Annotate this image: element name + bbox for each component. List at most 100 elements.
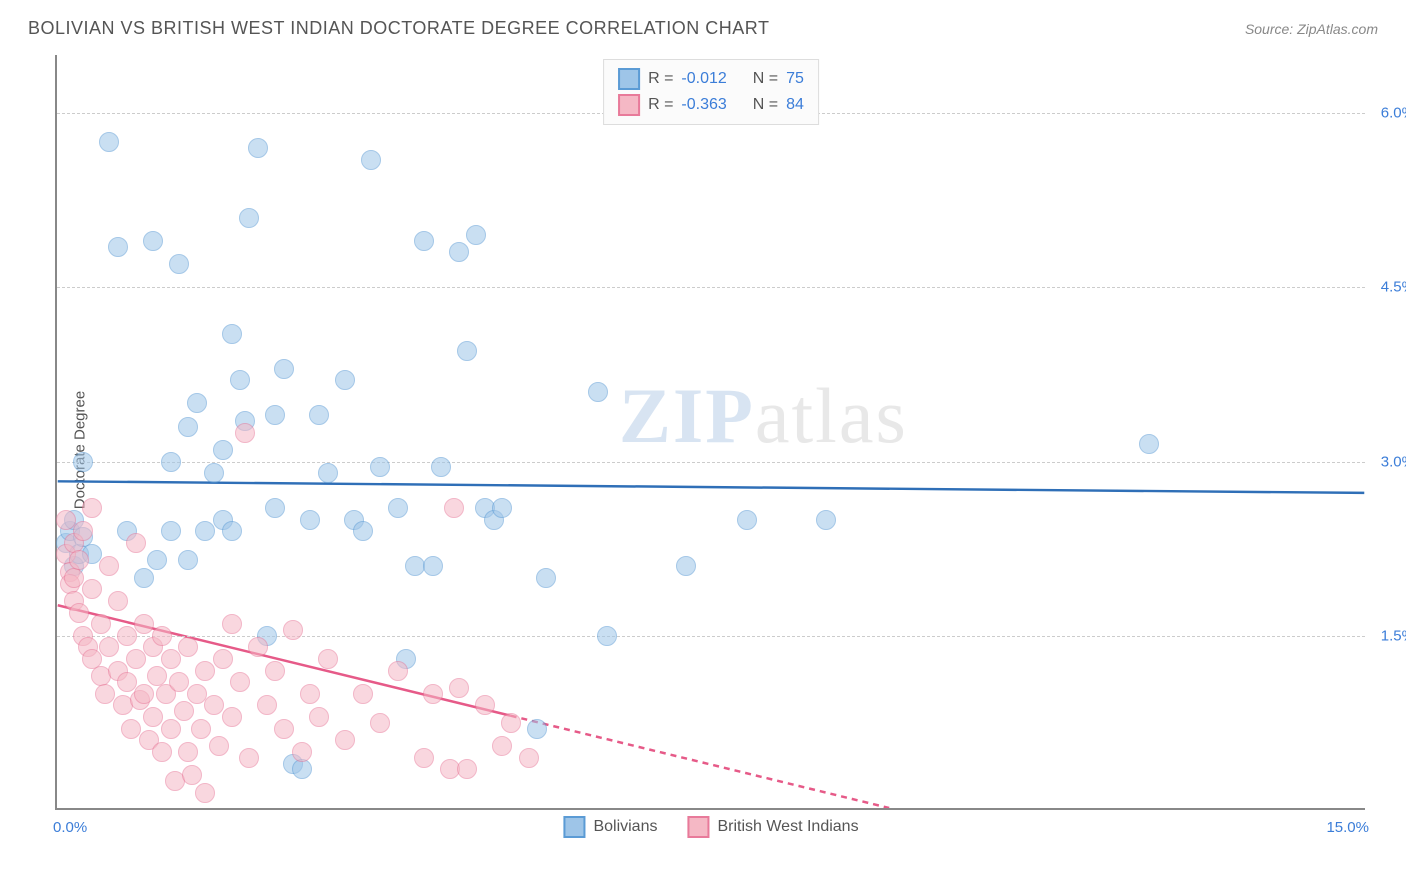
data-point [353, 684, 373, 704]
data-point [414, 231, 434, 251]
data-point [318, 649, 338, 669]
data-point [161, 719, 181, 739]
watermark-zip: ZIP [619, 372, 755, 459]
gridline [57, 287, 1365, 288]
data-point [64, 568, 84, 588]
data-point [309, 405, 329, 425]
data-point [178, 637, 198, 657]
data-point [309, 707, 329, 727]
data-point [204, 463, 224, 483]
data-point [257, 695, 277, 715]
r-label: R = [648, 70, 673, 88]
source-attribution: Source: ZipAtlas.com [1245, 21, 1378, 37]
data-point [248, 138, 268, 158]
swatch-bwi [687, 816, 709, 838]
y-tick-label: 3.0% [1370, 453, 1406, 470]
data-point [423, 684, 443, 704]
data-point [283, 620, 303, 640]
data-point [449, 242, 469, 262]
chart-title: BOLIVIAN VS BRITISH WEST INDIAN DOCTORAT… [28, 18, 769, 39]
data-point [99, 132, 119, 152]
data-point [73, 521, 93, 541]
data-point [213, 649, 233, 669]
data-point [222, 324, 242, 344]
data-point [169, 254, 189, 274]
data-point [56, 510, 76, 530]
data-point [195, 521, 215, 541]
data-point [91, 614, 111, 634]
data-point [457, 341, 477, 361]
gridline [57, 636, 1365, 637]
data-point [816, 510, 836, 530]
data-point [527, 719, 547, 739]
data-point [187, 393, 207, 413]
data-point [108, 591, 128, 611]
data-point [519, 748, 539, 768]
data-point [182, 765, 202, 785]
data-point [99, 556, 119, 576]
data-point [431, 457, 451, 477]
data-point [353, 521, 373, 541]
data-point [143, 707, 163, 727]
swatch-bolivians [618, 68, 640, 90]
data-point [69, 550, 89, 570]
data-point [239, 748, 259, 768]
data-point [117, 672, 137, 692]
data-point [676, 556, 696, 576]
x-tick-right: 15.0% [1326, 819, 1369, 836]
data-point [475, 695, 495, 715]
data-point [423, 556, 443, 576]
data-point [318, 463, 338, 483]
data-point [292, 742, 312, 762]
data-point [195, 661, 215, 681]
data-point [95, 684, 115, 704]
data-point [335, 730, 355, 750]
data-point [274, 719, 294, 739]
data-point [300, 684, 320, 704]
data-point [292, 759, 312, 779]
data-point [222, 614, 242, 634]
data-point [134, 614, 154, 634]
data-point [466, 225, 486, 245]
data-point [235, 423, 255, 443]
data-point [117, 626, 137, 646]
chart-header: BOLIVIAN VS BRITISH WEST INDIAN DOCTORAT… [0, 0, 1406, 49]
legend-item-bolivians: Bolivians [563, 816, 657, 838]
data-point [134, 568, 154, 588]
data-point [492, 498, 512, 518]
legend-row-bolivians: R = -0.012 N = 75 [618, 66, 804, 92]
series-legend: Bolivians British West Indians [563, 816, 858, 838]
data-point [222, 521, 242, 541]
data-point [388, 498, 408, 518]
data-point [335, 370, 355, 390]
data-point [152, 742, 172, 762]
legend-row-bwi: R = -0.363 N = 84 [618, 92, 804, 118]
data-point [444, 498, 464, 518]
data-point [239, 208, 259, 228]
data-point [161, 452, 181, 472]
data-point [69, 603, 89, 623]
swatch-bwi [618, 94, 640, 116]
data-point [134, 684, 154, 704]
data-point [737, 510, 757, 530]
data-point [99, 637, 119, 657]
data-point [248, 637, 268, 657]
data-point [388, 661, 408, 681]
data-point [126, 533, 146, 553]
r-value-bolivians: -0.012 [681, 70, 726, 88]
data-point [126, 649, 146, 669]
n-value-bwi: 84 [786, 96, 804, 114]
data-point [449, 678, 469, 698]
r-label: R = [648, 96, 673, 114]
data-point [152, 626, 172, 646]
series-name-bolivians: Bolivians [593, 818, 657, 836]
data-point [265, 405, 285, 425]
data-point [230, 672, 250, 692]
data-point [492, 736, 512, 756]
watermark-atlas: atlas [755, 372, 908, 459]
data-point [457, 759, 477, 779]
data-point [274, 359, 294, 379]
watermark: ZIPatlas [619, 371, 908, 461]
data-point [191, 719, 211, 739]
data-point [588, 382, 608, 402]
